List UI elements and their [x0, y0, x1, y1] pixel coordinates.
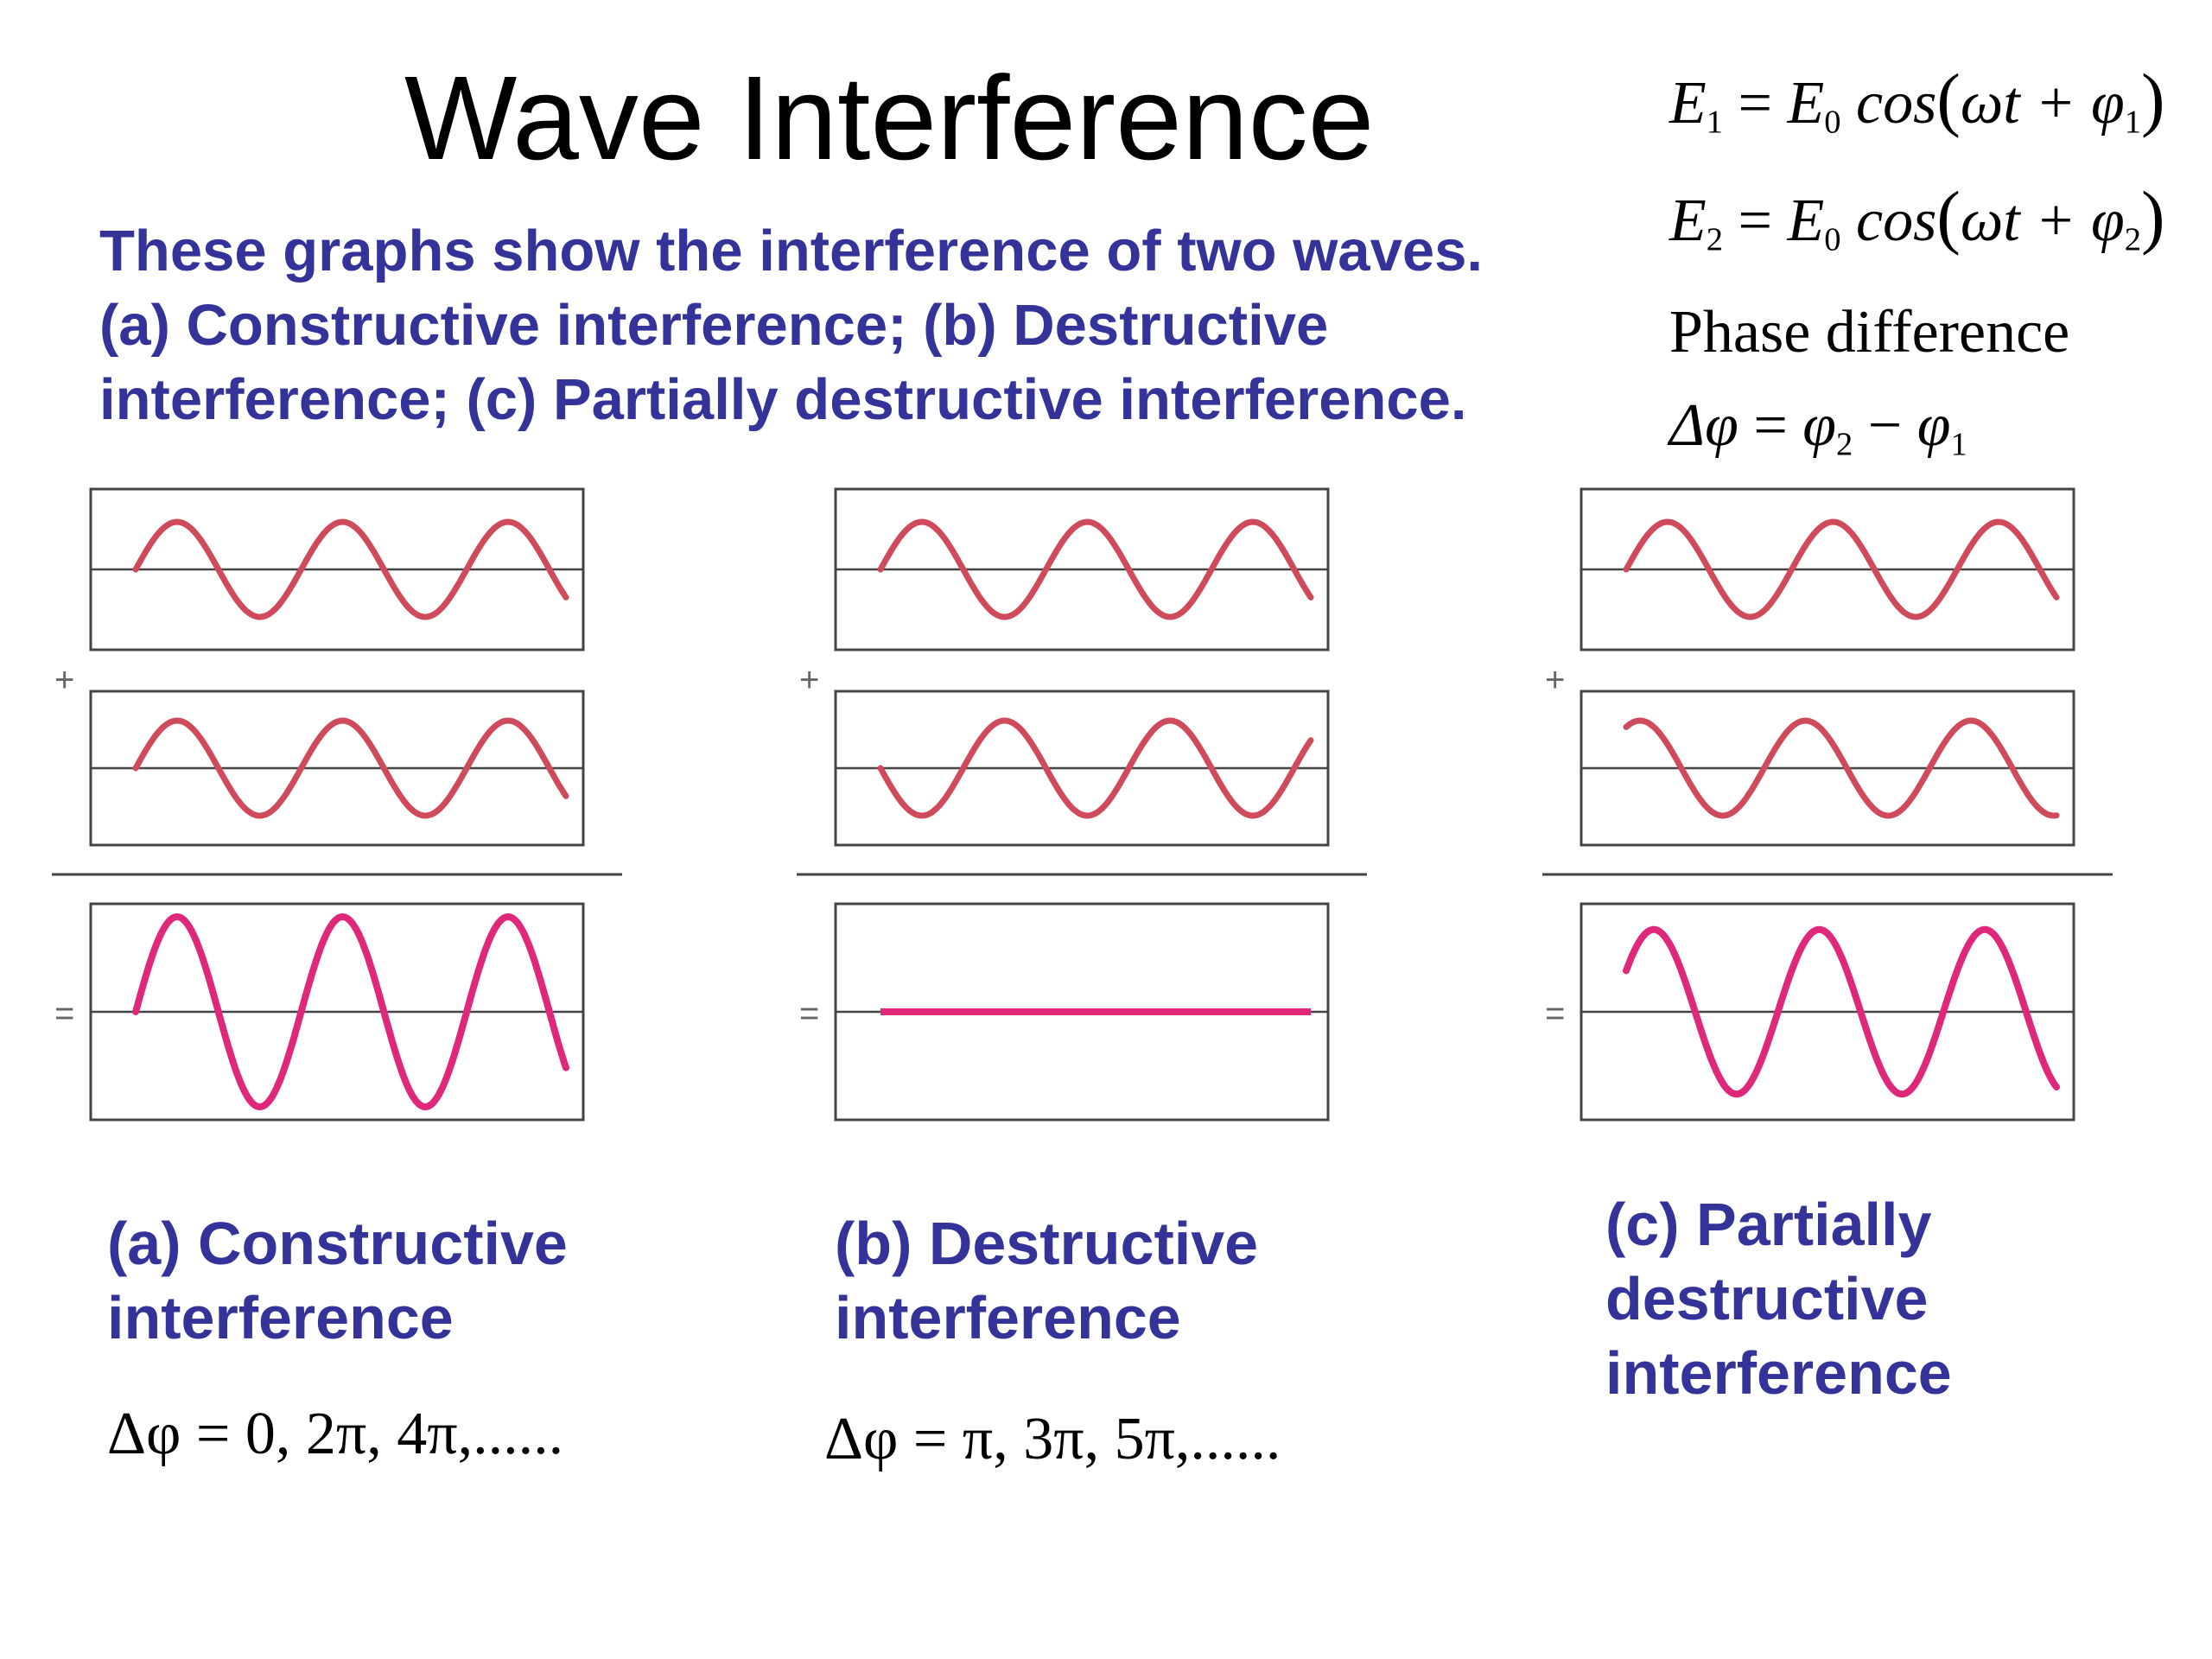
formula-e2: E2 = E0 cos(ωt + φ2) — [1669, 175, 2165, 258]
condition-a: Δφ = 0, 2π, 4π,...... — [107, 1401, 564, 1467]
panel-a-plus-sign: + — [54, 661, 74, 699]
panel-a-result-wave — [132, 912, 569, 1111]
panel-c-equals-sign: = — [1545, 995, 1565, 1033]
caption-a: (a) Constructive interference — [107, 1206, 568, 1355]
caption-b-line-2: interference — [835, 1284, 1181, 1351]
caption-a-line-1: (a) Constructive — [107, 1210, 568, 1277]
caption-c-line-2: destructive — [1605, 1265, 1929, 1332]
caption-c-line-3: interference — [1605, 1339, 1952, 1407]
panel-b-wave-1 — [877, 518, 1314, 620]
caption-a-line-2: interference — [107, 1284, 454, 1351]
formula-e1: E1 = E0 cos(ωt + φ1) — [1669, 59, 2165, 141]
caption-b: (b) Destructive interference — [835, 1206, 1258, 1355]
panel-a-wave-1 — [132, 518, 569, 620]
panel-c-plus-sign: + — [1545, 661, 1565, 699]
panel-b-plus-sign: + — [799, 661, 819, 699]
intro-line-1: These graphs show the interference of tw… — [99, 219, 1483, 283]
condition-b: Δφ = π, 3π, 5π,...... — [824, 1406, 1281, 1472]
formula-delta-phi: Δφ = φ2 − φ1 — [1669, 392, 1967, 463]
caption-c-line-1: (c) Partially — [1605, 1191, 1932, 1258]
panel-b-equals-sign: = — [799, 995, 819, 1033]
intro-line-2: (a) Constructive interference; (b) Destr… — [99, 293, 1329, 358]
panel-a-equals-sign: = — [54, 995, 74, 1033]
caption-c: (c) Partially destructive interference — [1605, 1187, 1952, 1410]
caption-b-line-1: (b) Destructive — [835, 1210, 1259, 1277]
intro-line-3: interference; (c) Partially destructive … — [99, 367, 1467, 432]
panel-b-wave-2 — [877, 717, 1314, 819]
panel-c-result-wave — [1623, 925, 2060, 1098]
phase-difference-label: Phase difference — [1669, 299, 2070, 366]
panel-a-wave-2 — [132, 717, 569, 819]
panel-c-wave-2 — [1623, 717, 2060, 819]
wave-formulas: E1 = E0 cos(ωt + φ1) E2 = E0 cos(ωt + φ2… — [1669, 52, 2164, 492]
panel-c-wave-1 — [1623, 518, 2060, 620]
intro-text: These graphs show the interference of tw… — [99, 214, 1620, 437]
page-title: Wave Interference — [404, 52, 1375, 185]
